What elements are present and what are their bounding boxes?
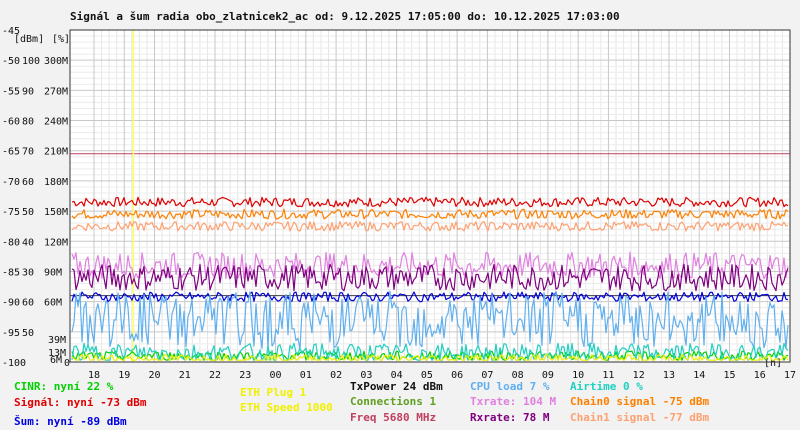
series-line [71,263,789,292]
y-tick-rate-extra: 6M [50,355,62,366]
y-tick-pct: 80 [22,117,34,128]
x-tick-label: 20 [148,370,160,381]
y-tick-pct: 40 [22,237,34,248]
x-tick-label: 02 [330,370,342,381]
x-tick-label: 07 [481,370,493,381]
y-tick-rate: 240M [44,117,68,128]
y-tick-dbm: -95 [2,328,20,339]
y-tick-pct: 50 [22,207,34,218]
legend-eth-speed: ETH Speed 1000 [240,401,333,414]
legend-txpower: TxPower 24 dBm [350,380,443,393]
legend-txrate: Txrate: 104 M [470,395,557,408]
x-tick-label: 14 [693,370,705,381]
x-tick-label: 05 [421,370,433,381]
x-tick-label: 12 [633,370,645,381]
series-line [71,220,789,232]
y-tick-pct: 60 [22,298,34,309]
y-tick-rate: 180M [44,177,68,188]
y-tick-pct: 50 [22,328,34,339]
y-tick-rate: 120M [44,237,68,248]
y-tick-dbm: -90 [2,298,20,309]
legend-chain1: Chain1 signal -77 dBm [570,411,710,424]
y-tick-pct: 60 [22,177,34,188]
y-tick-rate: 300M [44,56,68,67]
legend-connections: Connections 1 [350,395,437,408]
plot-border [69,29,791,363]
y-tick-pct: 100 [22,56,40,67]
series-line [71,208,789,220]
y-tick-pct: 70 [22,147,34,158]
y-tick-dbm: -45 [2,26,20,37]
x-tick-label: 16 [754,370,766,381]
x-tick-label: 17 [784,370,796,381]
y-tick-dbm: -50 [2,56,20,67]
y-tick-rate-extra: 13M [48,348,66,359]
x-tick-label: 08 [512,370,524,381]
x-tick-label: 00 [270,370,282,381]
y-tick-pct: 30 [22,267,34,278]
x-tick-label: 19 [118,370,130,381]
x-unit-label: [h] [764,358,782,369]
y-tick-dbm: -55 [2,86,20,97]
legend-chain0: Chain0 signal -75 dBm [570,395,710,408]
y-tick-dbm: -85 [2,267,20,278]
x-tick-label: 10 [572,370,584,381]
legend-cpu: CPU load 7 % [470,380,550,393]
x-tick-label: 03 [360,370,372,381]
y-tick-pct: 90 [22,86,34,97]
series-line [71,196,789,208]
y-tick-dbm: -75 [2,207,20,218]
x-tick-label: 22 [209,370,221,381]
chart-title: Signál a šum radia obo_zlatnicek2_ac od:… [70,10,620,23]
y-unit-dbm: [dBm] [14,34,44,45]
legend-rxrate: Rxrate: 78 M [470,411,550,424]
legend-eth-plug: ETH Plug 1 [240,386,307,399]
legend-signal: Signál: nyní -73 dBm [14,396,147,409]
x-tick-label: 15 [723,370,735,381]
series-line [71,353,789,361]
y-tick-rate-extra: 0 [64,358,70,369]
x-tick-label: 13 [663,370,675,381]
y-tick-dbm: -80 [2,237,20,248]
legend-airtime: Airtime 0 % [570,380,643,393]
legend-sum: Šum: nyní -89 dBm [14,415,127,428]
y-unit-pct: [%] [52,34,70,45]
y-tick-dbm: -70 [2,177,20,188]
legend-freq: Freq 5680 MHz [350,411,437,424]
plot-area [70,30,790,362]
y-tick-rate: 90M [44,267,62,278]
x-tick-label: 01 [300,370,312,381]
x-tick-label: 23 [239,370,251,381]
x-tick-label: 21 [179,370,191,381]
x-tick-label: 06 [451,370,463,381]
x-tick-label: 04 [391,370,403,381]
y-tick-rate: 210M [44,147,68,158]
y-tick-rate: 60M [44,298,62,309]
y-tick-rate: 150M [44,207,68,218]
series-line [71,290,789,350]
y-tick-dbm: -65 [2,147,20,158]
y-tick-dbm: -100 [2,358,26,369]
legend-cinr: CINR: nyní 22 % [14,380,114,393]
y-tick-rate-extra: 39M [48,335,66,346]
x-tick-label: 09 [542,370,554,381]
y-tick-rate: 270M [44,86,68,97]
x-tick-label: 11 [602,370,614,381]
x-tick-label: 18 [88,370,100,381]
y-tick-dbm: -60 [2,117,20,128]
